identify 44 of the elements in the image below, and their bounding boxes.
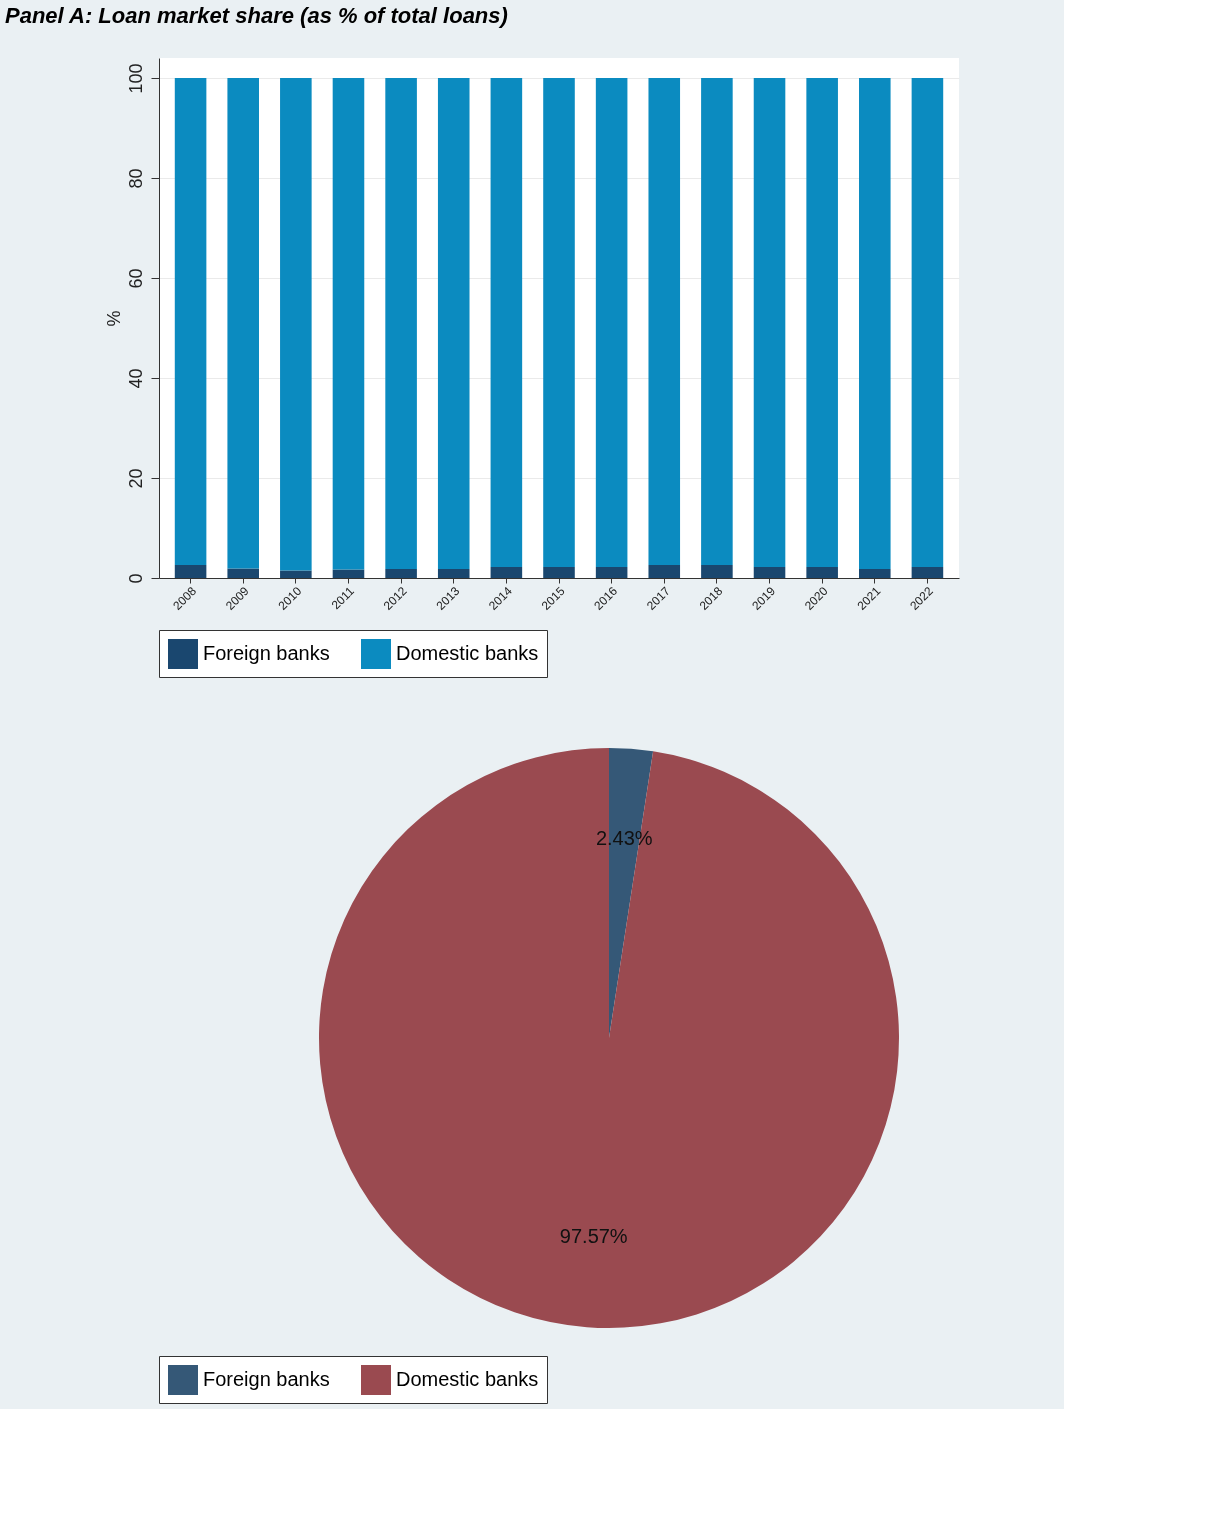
legend-label: Domestic banks bbox=[396, 642, 539, 664]
y-tick-label: 100 bbox=[125, 63, 146, 94]
bar bbox=[280, 78, 312, 571]
bar bbox=[385, 78, 417, 569]
bar bbox=[490, 78, 523, 567]
y-tick-label: 60 bbox=[125, 268, 146, 289]
y-tick-label: 80 bbox=[125, 168, 146, 189]
bar bbox=[174, 565, 207, 578]
bar bbox=[806, 78, 838, 567]
bar bbox=[543, 567, 575, 578]
bar bbox=[595, 78, 628, 567]
y-tick-label: 20 bbox=[125, 468, 146, 489]
bar bbox=[701, 78, 733, 565]
bar bbox=[543, 78, 575, 567]
bar bbox=[385, 569, 417, 578]
legend-label: Domestic banks bbox=[396, 1368, 539, 1390]
bar bbox=[174, 78, 207, 565]
bar bbox=[806, 567, 838, 578]
bar bbox=[911, 78, 944, 567]
legend-label: Foreign banks bbox=[203, 1368, 330, 1390]
bar bbox=[859, 78, 891, 569]
pie-slice bbox=[319, 748, 899, 1328]
bar bbox=[280, 570, 312, 578]
bar bbox=[490, 567, 523, 578]
bar bbox=[648, 78, 681, 565]
y-tick-label: 40 bbox=[125, 368, 146, 389]
data-label: 97.57% bbox=[559, 1225, 628, 1248]
bar bbox=[753, 78, 786, 567]
bar bbox=[332, 569, 365, 578]
bar bbox=[437, 78, 470, 569]
bar bbox=[911, 567, 944, 578]
y-axis-title: % bbox=[103, 310, 124, 327]
bar bbox=[227, 78, 259, 569]
bar bbox=[595, 567, 628, 578]
y-tick-label: 0 bbox=[125, 573, 146, 584]
chart-title: Panel A: Loan market share (as % of total loans) bbox=[5, 3, 508, 28]
bar bbox=[701, 565, 733, 578]
bar bbox=[753, 567, 786, 578]
bar bbox=[437, 569, 470, 578]
bar bbox=[332, 78, 365, 570]
bar bbox=[227, 568, 259, 578]
legend-label: Foreign banks bbox=[203, 642, 330, 664]
bar bbox=[859, 569, 891, 578]
bar bbox=[648, 565, 681, 578]
